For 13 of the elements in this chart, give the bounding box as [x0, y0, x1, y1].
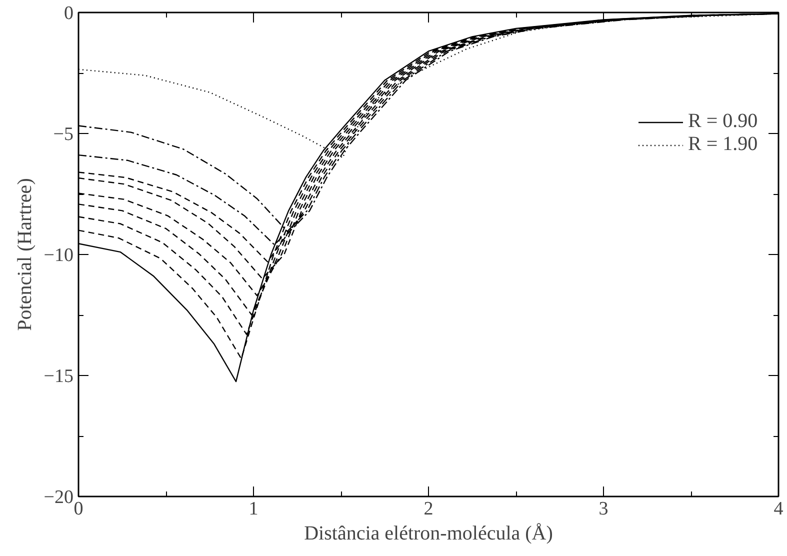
y-tick-label: −20: [44, 487, 74, 508]
x-tick-label: 1: [248, 498, 258, 520]
y-tick-label: −15: [44, 366, 74, 387]
x-tick-label: 4: [774, 498, 784, 520]
y-tick-label: −5: [53, 124, 74, 145]
y-axis-title: Potencial (Hartree): [14, 178, 36, 331]
x-axis-title: Distância elétron-molécula (Å): [304, 522, 553, 544]
y-tick-label: −10: [44, 245, 74, 266]
x-tick-label: 3: [598, 498, 608, 520]
y-tick-label: 0: [64, 3, 74, 24]
legend-label: R = 1.90: [688, 133, 758, 156]
x-tick-label: 2: [424, 498, 434, 520]
legend-label: R = 0.90: [688, 110, 758, 133]
